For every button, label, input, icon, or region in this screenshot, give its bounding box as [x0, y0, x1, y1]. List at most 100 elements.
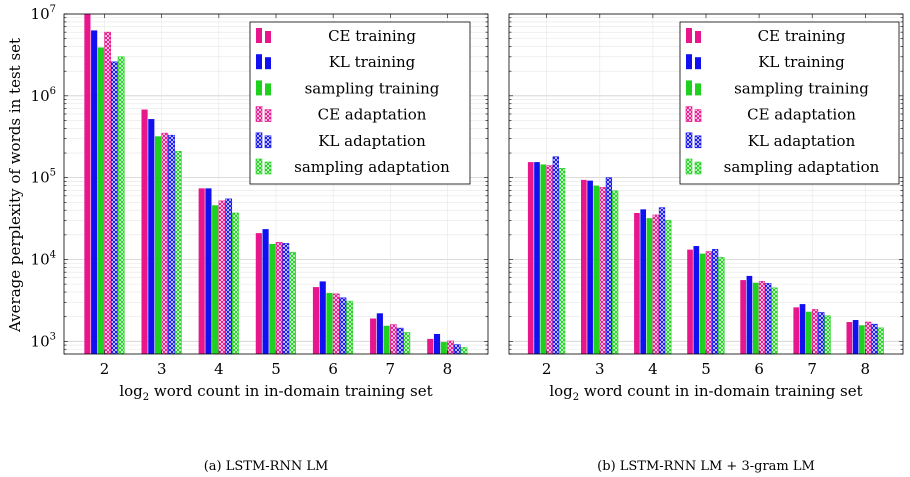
bar — [275, 242, 283, 355]
bar — [587, 180, 593, 354]
bar — [111, 61, 118, 355]
x-tick-label: 3 — [595, 360, 605, 378]
bar — [824, 315, 831, 355]
bar — [332, 293, 340, 355]
bar — [634, 213, 640, 354]
bar — [718, 257, 725, 355]
bar — [646, 218, 653, 354]
bar — [552, 156, 559, 355]
legend-swatch — [255, 158, 263, 175]
legend-swatch — [264, 109, 272, 122]
x-tick-label: 5 — [271, 360, 281, 378]
legend-label: KL training — [758, 53, 845, 71]
bar — [758, 281, 766, 355]
legend-label: sampling training — [734, 79, 869, 97]
bar — [389, 324, 397, 355]
x-tick-label: 4 — [648, 360, 658, 378]
bar — [262, 229, 269, 354]
legend-label: sampling training — [305, 79, 440, 97]
legend-label: sampling adaptation — [724, 158, 880, 176]
y-tick-label: 105 — [31, 168, 56, 187]
legend-swatch — [686, 28, 692, 43]
bar — [141, 109, 148, 354]
bar — [370, 318, 377, 354]
x-axis-label: log2 word count in in-domain training se… — [119, 382, 432, 403]
y-axis-label: Average perplexity of words in test set — [6, 38, 24, 333]
x-tick-label: 3 — [157, 360, 167, 378]
bar — [799, 304, 806, 354]
bar — [864, 321, 872, 355]
legend-swatch — [694, 109, 702, 122]
bar — [740, 280, 746, 354]
bar — [218, 200, 226, 355]
x-tick-label: 5 — [701, 360, 711, 378]
bar — [605, 177, 613, 355]
legend-label: CE training — [328, 27, 416, 45]
bar — [640, 209, 647, 354]
bar — [527, 162, 534, 354]
bar — [540, 164, 547, 354]
bar — [546, 165, 553, 355]
legend-swatch — [265, 31, 271, 43]
bar — [652, 214, 659, 355]
legend-swatch — [695, 83, 701, 96]
bar — [440, 342, 447, 354]
y-tick-label: 107 — [31, 4, 56, 23]
bar — [612, 190, 619, 355]
bar — [255, 233, 262, 354]
bar — [460, 347, 468, 355]
legend: CE training KL training sampling training C… — [249, 21, 471, 185]
legend-label: CE training — [758, 27, 846, 45]
legend-swatch — [265, 57, 271, 70]
bar — [205, 188, 212, 354]
x-tick-label: 7 — [807, 360, 817, 378]
bar — [433, 333, 441, 354]
legend-swatch — [265, 83, 271, 96]
legend-box — [679, 21, 900, 185]
bars — [84, 14, 468, 355]
bar — [84, 14, 91, 354]
bar — [97, 47, 104, 355]
legend-label: CE adaptation — [747, 106, 856, 124]
bar — [453, 344, 461, 355]
legend-swatch — [256, 28, 262, 43]
bar — [752, 282, 759, 354]
bar — [282, 243, 290, 355]
bar — [198, 188, 205, 354]
bar — [376, 313, 383, 354]
bar — [104, 31, 112, 355]
bar — [312, 287, 320, 354]
y-tick-label: 106 — [31, 86, 56, 105]
bar — [846, 322, 853, 354]
x-tick-label: 6 — [328, 360, 338, 378]
legend-swatch — [685, 132, 693, 149]
bar — [396, 327, 404, 355]
bar — [269, 243, 276, 354]
bar — [232, 212, 239, 355]
bar — [859, 325, 865, 354]
bar — [665, 220, 672, 355]
x-axis-label: log2 word count in in-domain training se… — [549, 382, 862, 403]
legend-swatch — [694, 135, 702, 149]
bar — [91, 30, 98, 354]
bar — [383, 325, 390, 354]
bar — [687, 249, 693, 354]
bar — [174, 150, 182, 355]
bar — [212, 205, 219, 354]
legend-swatch — [264, 135, 272, 149]
bar — [225, 198, 233, 355]
chart-panel-a: 2 3 4 5 6 7 8 103 104 105 106 107 log2 word count in… — [31, 4, 489, 474]
chart-caption: (a) LSTM-RNN LM — [204, 459, 329, 474]
bar — [746, 275, 753, 354]
bar — [793, 307, 800, 354]
bar — [558, 168, 566, 355]
bar — [427, 338, 434, 354]
bar — [154, 136, 162, 354]
bar — [326, 292, 333, 354]
bar — [693, 246, 700, 354]
legend-label: CE adaptation — [318, 106, 427, 124]
legend-box — [249, 21, 471, 185]
bar — [593, 185, 600, 354]
bar — [877, 327, 884, 355]
